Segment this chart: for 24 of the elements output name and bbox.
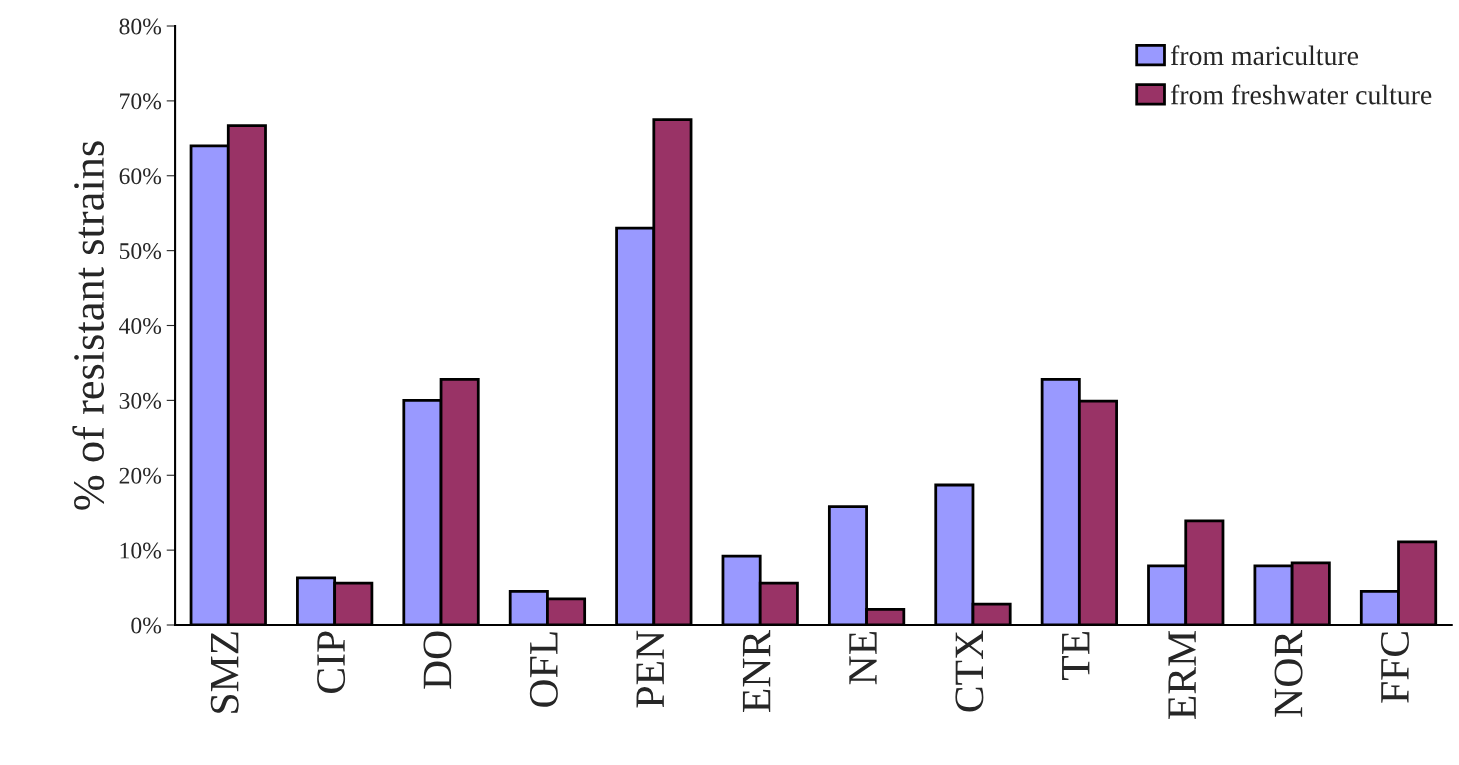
legend-label: from freshwater culture — [1170, 84, 1432, 105]
x-tick-label: FFC — [1380, 632, 1409, 703]
y-axis-title: % of resistant strains — [72, 141, 105, 510]
x-tick-label: CIP — [317, 631, 346, 693]
y-tick-label: 0% — [131, 617, 162, 634]
x-tick-label: PEN — [636, 630, 664, 708]
x-tick-label: NE — [849, 631, 877, 685]
y-tick-label: 40% — [119, 318, 162, 335]
legend-label: from mariculture — [1170, 45, 1359, 66]
y-tick-label: 20% — [119, 467, 162, 484]
y-tick-label: 30% — [119, 392, 162, 409]
x-tick-label: ERM — [1168, 631, 1196, 719]
x-tick-label: CTX — [955, 630, 984, 712]
x-tick-label: DO — [423, 631, 452, 689]
y-tick-label: 70% — [120, 93, 162, 110]
x-tick-label: OFL — [529, 632, 558, 707]
y-tick-label: 80% — [119, 18, 162, 35]
x-tick-label: TE — [1062, 631, 1090, 681]
x-tick-label: ENR — [742, 629, 771, 712]
y-tick-label: 50% — [119, 243, 162, 260]
x-tick-label: NOR — [1274, 629, 1303, 717]
y-tick-label: 60% — [119, 168, 162, 185]
x-tick-label: SMZ — [210, 632, 239, 713]
y-tick-label: 10% — [120, 542, 162, 559]
